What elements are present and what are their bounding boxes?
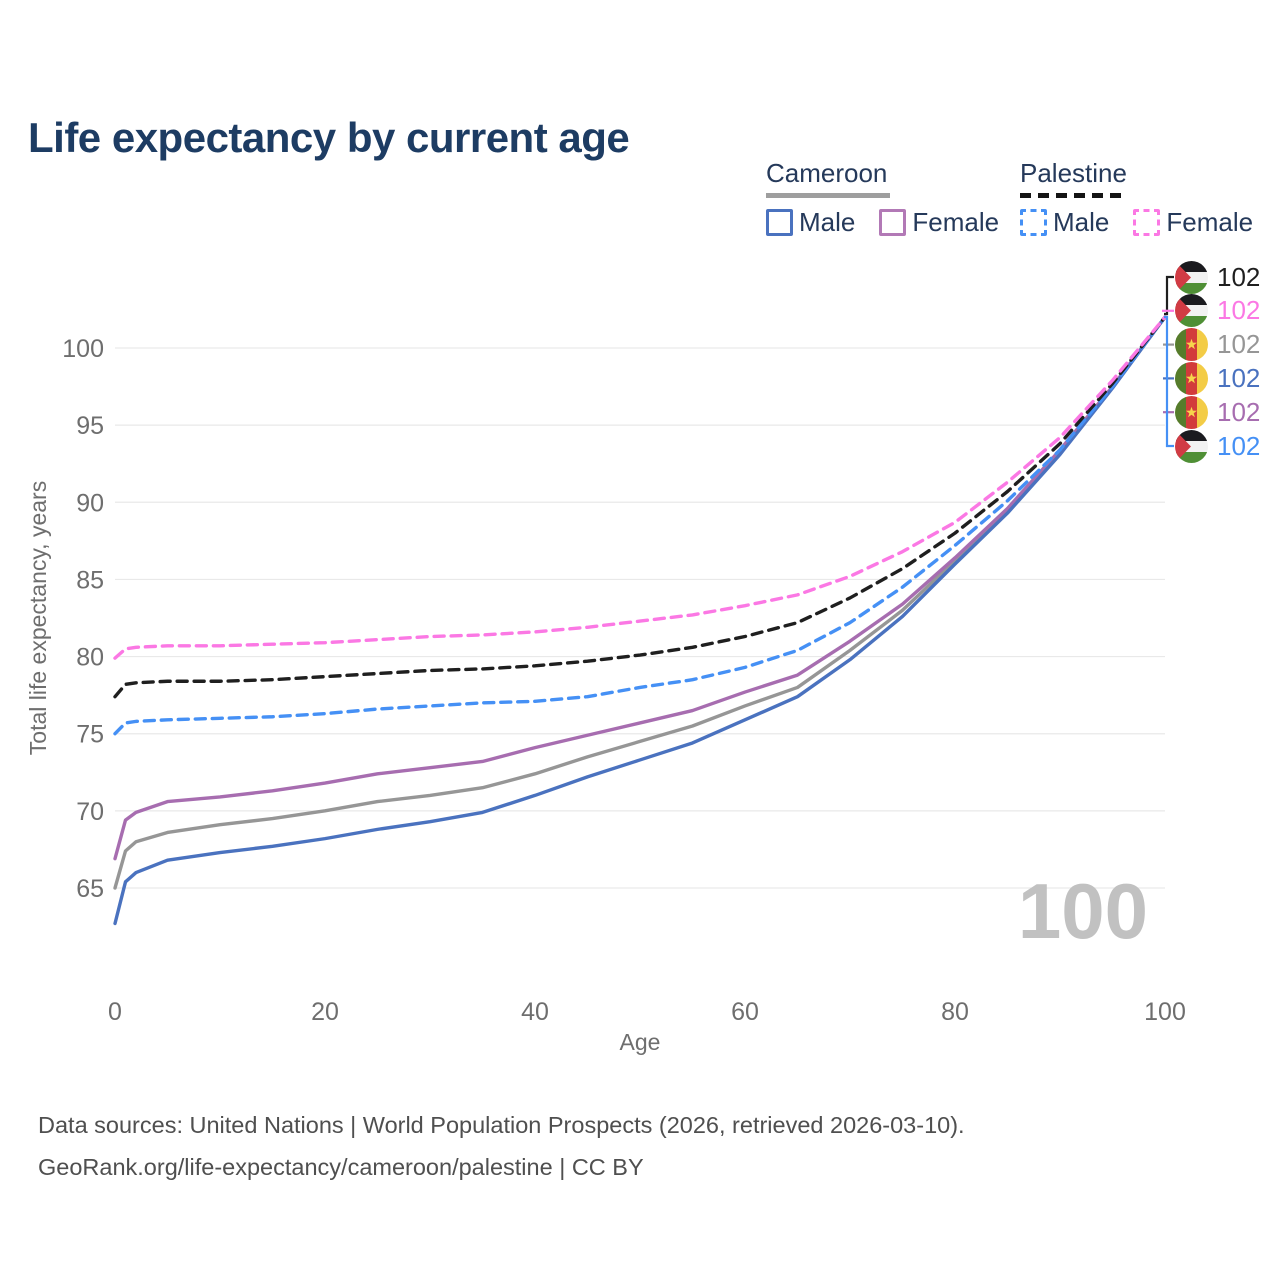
current-age-watermark: 100	[1017, 867, 1148, 955]
x-axis-title: Age	[620, 1029, 661, 1055]
y-tick-label: 75	[76, 721, 104, 749]
end-label-row: 102	[1175, 294, 1260, 327]
end-label-row: 102	[1175, 430, 1260, 463]
legend-title-palestine: Palestine	[1020, 158, 1127, 188]
end-label-value: 102	[1217, 362, 1261, 393]
y-axis-title: Total life expectancy, years	[25, 481, 51, 755]
y-tick-label: 65	[76, 875, 104, 903]
page-title: Life expectancy by current age	[28, 114, 630, 162]
y-tick-label: 90	[76, 489, 104, 517]
end-label-value: 102	[1217, 295, 1261, 326]
leader-line	[1164, 275, 1174, 316]
legend-item-palestine-female[interactable]: Female	[1133, 207, 1253, 238]
series-line-cameroon-female	[113, 315, 1167, 861]
x-tick-label: 80	[941, 998, 969, 1026]
x-tick-label: 0	[108, 998, 122, 1026]
end-label-row: 102	[1175, 328, 1260, 361]
y-tick-label: 70	[76, 798, 104, 826]
footer: Data sources: United Nations | World Pop…	[38, 1104, 965, 1188]
end-label-value: 102	[1217, 396, 1261, 427]
palestine-flag-icon	[1175, 430, 1208, 463]
end-label-value: 102	[1217, 329, 1261, 360]
series-line-palestine-female	[113, 315, 1167, 660]
cameroon-flag-icon	[1175, 396, 1208, 429]
end-label-row: 102	[1175, 261, 1260, 294]
series-line-cameroon-both-sexes	[113, 315, 1167, 890]
palestine-male-swatch[interactable]	[1020, 209, 1047, 236]
legend-item-cameroon-male[interactable]: Male	[766, 207, 855, 238]
y-tick-label: 80	[76, 644, 104, 672]
x-tick-label: 20	[311, 998, 339, 1026]
series-line-palestine-both-sexes	[113, 315, 1167, 699]
y-tick-label: 95	[76, 412, 104, 440]
end-label-value: 102	[1217, 261, 1261, 292]
palestine-flag-icon	[1175, 261, 1208, 294]
legend-underline-palestine	[1020, 193, 1127, 198]
palestine-female-swatch[interactable]	[1133, 209, 1161, 236]
cameroon-flag-icon	[1175, 362, 1208, 395]
legend-title-cameroon: Cameroon	[766, 158, 888, 188]
legend-underline-cameroon	[766, 193, 890, 198]
end-label-row: 102	[1175, 396, 1260, 429]
series-line-cameroon-male	[113, 315, 1167, 926]
legend-group-cameroon: Cameroon Male Female	[766, 158, 999, 238]
y-tick-label: 100	[62, 335, 104, 363]
legend-item-palestine-male[interactable]: Male	[1020, 207, 1109, 238]
legend-item-label: Female	[912, 207, 1000, 237]
palestine-flag-icon	[1175, 294, 1208, 327]
x-tick-label: 60	[731, 998, 759, 1026]
x-tick-label: 40	[521, 998, 549, 1026]
y-tick-label: 85	[76, 566, 104, 594]
legend-group-palestine: Palestine Male Female	[1020, 158, 1253, 238]
footer-link-line: GeoRank.org/life-expectancy/cameroon/pal…	[38, 1154, 644, 1180]
cameroon-male-swatch[interactable]	[766, 209, 793, 236]
legend-item-cameroon-female[interactable]: Female	[879, 207, 999, 238]
footer-source-line: Data sources: United Nations | World Pop…	[38, 1112, 965, 1138]
end-label-value: 102	[1217, 430, 1261, 461]
end-label-row: 102	[1175, 362, 1260, 395]
legend-item-label: Male	[1053, 207, 1110, 237]
x-tick-label: 100	[1144, 998, 1186, 1026]
legend-item-label: Male	[799, 207, 856, 237]
cameroon-flag-icon	[1175, 328, 1208, 361]
leader-line	[1164, 315, 1174, 448]
legend-item-label: Female	[1166, 207, 1254, 237]
cameroon-female-swatch[interactable]	[879, 209, 907, 236]
series-line-palestine-male	[113, 315, 1167, 736]
